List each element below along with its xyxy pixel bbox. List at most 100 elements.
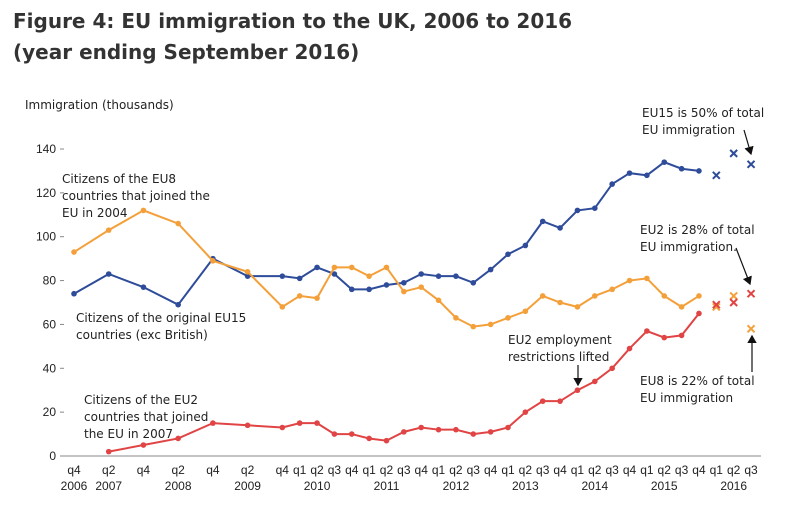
x-tick-label: q4 [553,463,567,477]
data-point [522,242,529,249]
data-point [140,207,147,214]
data-point [592,378,598,385]
x-tick-label: q2 [727,463,741,477]
data-point [331,271,338,277]
data-point [470,323,477,330]
provisional-marker [729,291,738,301]
x-tick-label: q1 [293,463,307,477]
data-point [210,258,216,264]
data-point [644,172,650,179]
data-point [592,293,598,299]
provisional-marker [729,149,738,158]
x-year-label: 2009 [234,479,261,493]
data-point [626,277,633,284]
x-year-label: 2008 [165,479,192,493]
data-point [331,264,338,271]
x-tick-label: q2 [519,463,533,477]
data-point [505,315,511,321]
data-point [348,286,355,293]
data-point [435,297,442,304]
data-point [296,293,303,299]
data-point [175,435,181,442]
data-point [418,284,425,290]
data-point [366,286,372,293]
y-axis-label: Immigration (thousands) [25,98,174,112]
data-point [296,275,303,282]
x-tick-label: q2 [588,463,602,477]
x-tick-label: q3 [675,463,689,477]
y-tick-label: 80 [43,274,57,288]
data-point [505,251,511,258]
data-point [678,304,685,310]
data-point [487,266,494,273]
data-point [609,181,615,187]
x-year-label: 2015 [651,479,678,493]
y-tick-label: 60 [43,317,57,331]
data-point [348,431,355,437]
data-point [539,293,546,299]
data-point [383,282,390,288]
x-tick-label: q4 [137,463,151,477]
data-point [539,218,546,225]
x-year-label: 2010 [304,479,331,493]
data-point [557,225,563,231]
data-point [539,398,546,404]
x-year-label: 2011 [374,479,400,493]
x-tick-label: q4 [692,463,706,477]
x-tick-label: q1 [710,463,724,477]
x-tick-label: q4 [484,463,498,477]
data-point [522,308,529,315]
data-point [557,299,563,306]
data-point [105,227,112,233]
data-point [435,426,442,433]
data-point [696,310,702,317]
data-point [644,275,650,282]
data-point [574,304,581,310]
data-point [383,437,390,444]
data-point [244,422,251,429]
x-tick-label: q4 [623,463,637,477]
data-point [210,420,216,426]
data-point [453,273,459,279]
data-point [644,328,650,334]
x-tick-label: q2 [310,463,324,477]
y-tick-label: 0 [49,449,56,463]
x-tick-label: q1 [571,463,585,477]
x-tick-label: q1 [432,463,446,477]
data-point [71,249,77,255]
data-point [557,398,563,404]
y-tick-label: 120 [36,186,56,200]
x-tick-label: q4 [67,463,81,477]
data-point [175,301,181,308]
x-year-label: 2014 [581,479,608,493]
data-point [435,273,442,279]
data-point [383,264,390,271]
series-label: Citizens of the EU2 countries that joine… [84,393,209,441]
x-tick-label: q1 [501,463,515,477]
x-year-label: 2013 [512,479,539,493]
data-point [696,168,702,174]
provisional-marker [712,171,721,180]
x-tick-label: q1 [640,463,654,477]
data-point [296,420,303,426]
data-point [609,286,615,293]
chart-title: Figure 4: EU immigration to the UK, 2006… [13,9,573,64]
annotation: EU2 is 28% of total EU immigration. [640,223,755,254]
series-line [108,312,700,453]
x-tick-label: q2 [102,463,116,477]
data-point [470,279,477,286]
y-tick-label: 40 [43,361,57,375]
data-point [140,284,147,290]
data-point [279,273,286,279]
provisional-marker [712,302,721,312]
data-point [453,426,459,433]
data-point [522,409,529,415]
provisional-marker [746,160,756,169]
data-point [696,293,702,299]
data-point [574,387,581,394]
data-point [401,429,407,435]
data-point [105,271,112,277]
annotation: EU15 is 50% of total EU immigration [642,106,765,137]
data-point [661,159,668,165]
